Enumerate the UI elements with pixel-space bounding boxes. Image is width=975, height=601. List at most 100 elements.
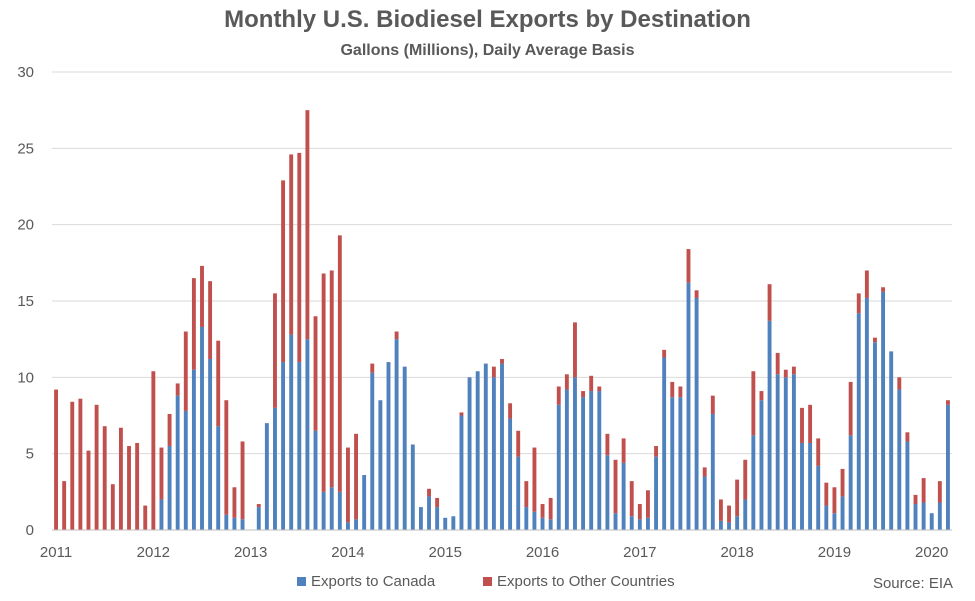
bar-other-countries	[118, 427, 123, 530]
bar-canada	[208, 359, 213, 530]
bar-other-countries	[102, 426, 107, 530]
bar-canada	[946, 404, 950, 530]
bar-other-countries	[346, 447, 350, 523]
bar-canada	[362, 475, 367, 530]
chart-subtitle: Gallons (Millions), Daily Average Basis	[340, 42, 635, 59]
bar-other-countries	[800, 407, 804, 443]
bar-canada	[459, 415, 464, 530]
bar-canada	[483, 363, 488, 530]
bar-canada	[621, 462, 626, 530]
bar-other-countries	[427, 488, 431, 497]
bar-canada	[800, 442, 804, 530]
bar-other-countries	[70, 401, 75, 530]
bar-canada	[832, 513, 837, 530]
x-tick-label: 2016	[526, 544, 559, 561]
series-other-bars	[54, 110, 950, 530]
bar-other-countries	[370, 363, 375, 373]
x-tick-label: 2014	[331, 544, 364, 561]
bar-canada	[767, 320, 772, 530]
bar-canada	[808, 442, 813, 530]
bar-other-countries	[686, 249, 691, 283]
bar-other-countries	[767, 284, 772, 321]
bar-other-countries	[654, 446, 658, 457]
bar-other-countries	[816, 438, 821, 466]
bar-canada	[305, 339, 310, 530]
bar-other-countries	[629, 481, 634, 517]
bar-other-countries	[175, 383, 180, 396]
bar-other-countries	[491, 366, 496, 378]
bar-other-countries	[143, 505, 148, 530]
bar-canada	[183, 410, 188, 530]
bar-canada	[573, 377, 577, 530]
bar-other-countries	[613, 459, 618, 514]
bar-canada	[556, 404, 561, 530]
bar-other-countries	[329, 270, 334, 488]
bar-canada	[873, 342, 877, 530]
legend-item-canada: Exports to Canada	[297, 573, 435, 590]
bar-canada	[378, 400, 383, 530]
bar-canada	[937, 502, 942, 530]
bar-canada	[467, 377, 472, 530]
bar-other-countries	[897, 377, 902, 390]
bar-canada	[313, 430, 318, 530]
bar-canada	[281, 362, 286, 530]
bar-other-countries	[597, 386, 602, 392]
bar-canada	[637, 519, 642, 530]
bar-other-countries	[281, 180, 286, 363]
y-axis-tick-labels: 0 5 10 15 20 25 30	[17, 64, 34, 539]
series-canada-bars	[159, 282, 950, 530]
x-tick-label: 2017	[623, 544, 656, 561]
bar-other-countries	[151, 371, 156, 530]
bar-other-countries	[354, 433, 358, 520]
bar-other-countries	[840, 468, 845, 497]
bar-canada	[589, 391, 594, 530]
bar-other-countries	[873, 337, 877, 343]
bar-other-countries	[516, 430, 521, 457]
bar-canada	[905, 441, 910, 530]
bar-other-countries	[824, 482, 829, 506]
bar-other-countries	[589, 375, 594, 392]
legend-swatch-other	[483, 577, 492, 586]
bar-canada	[402, 366, 407, 530]
bar-other-countries	[337, 235, 342, 492]
bar-other-countries	[564, 374, 569, 390]
bar-other-countries	[881, 287, 886, 292]
y-tick-label: 30	[17, 64, 34, 81]
bar-other-countries	[313, 316, 318, 431]
bar-canada	[418, 507, 423, 530]
bar-canada	[678, 397, 683, 530]
bar-other-countries	[78, 398, 83, 530]
bar-canada	[451, 516, 456, 530]
bar-other-countries	[759, 391, 764, 401]
bar-other-countries	[710, 395, 715, 414]
bar-canada	[443, 517, 448, 530]
bar-canada	[646, 517, 650, 530]
source-note: Source: EIA	[872, 575, 953, 592]
bar-other-countries	[856, 293, 861, 314]
bar-canada	[897, 389, 902, 530]
bar-other-countries	[200, 265, 204, 327]
bar-other-countries	[191, 278, 196, 370]
bar-canada	[548, 519, 553, 530]
bar-canada	[735, 516, 740, 530]
y-tick-label: 15	[17, 293, 34, 310]
y-tick-label: 20	[17, 217, 34, 234]
bar-canada	[159, 499, 164, 530]
bar-canada	[491, 377, 496, 530]
bar-canada	[597, 391, 602, 530]
bar-other-countries	[727, 505, 731, 523]
y-tick-label: 10	[17, 369, 34, 386]
bar-other-countries	[921, 478, 926, 503]
bar-other-countries	[183, 331, 188, 411]
bar-canada	[370, 372, 375, 530]
bar-canada	[289, 334, 294, 530]
bar-other-countries	[540, 504, 545, 518]
bar-other-countries	[808, 404, 813, 443]
bar-other-countries	[532, 447, 537, 512]
bar-canada	[662, 357, 667, 530]
bar-canada	[216, 426, 221, 530]
x-tick-label: 2019	[818, 544, 851, 561]
bar-canada	[921, 502, 926, 530]
bar-canada	[564, 389, 569, 530]
bar-canada	[775, 374, 780, 530]
